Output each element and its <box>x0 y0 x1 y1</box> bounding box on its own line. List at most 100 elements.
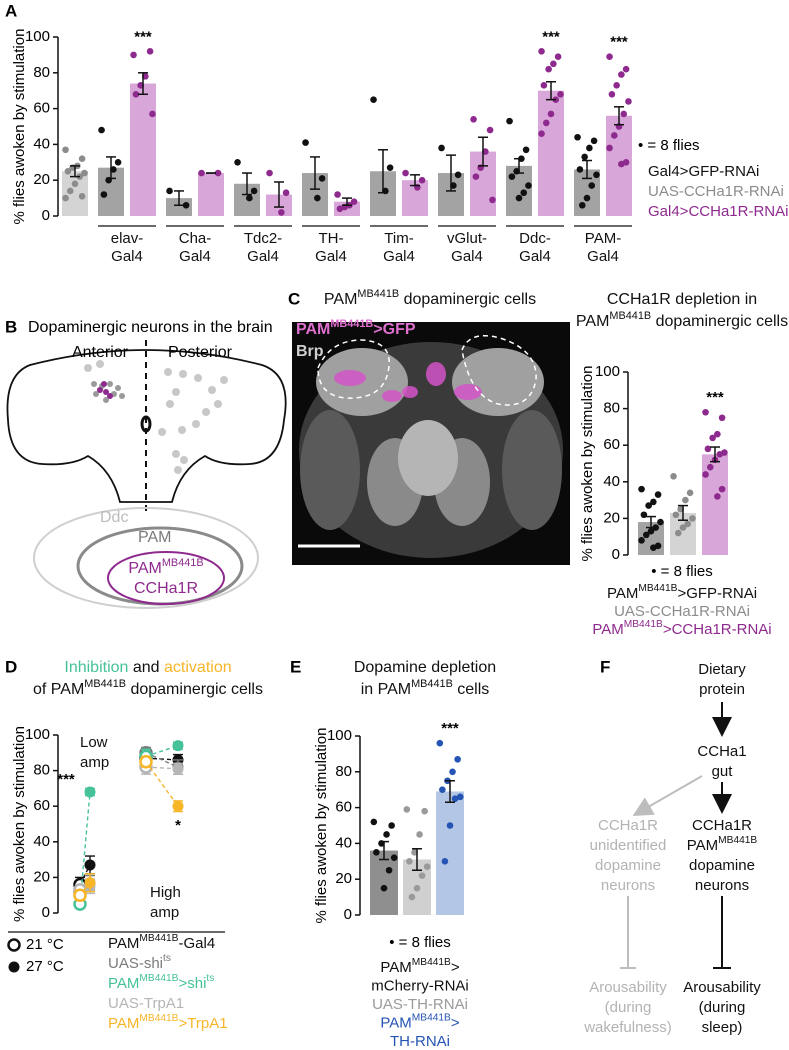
text-segment: UAS-shi <box>108 955 163 972</box>
legend-label: UAS-CCHa1R-RNAi <box>614 603 750 620</box>
data-point <box>114 159 122 166</box>
flow-node: dopamine <box>689 857 755 874</box>
data-point <box>81 169 88 177</box>
data-point <box>214 169 222 177</box>
flow-node: neurons <box>695 877 749 894</box>
chart-title: Inhibition and activation <box>64 659 231 676</box>
text-segment: PAM <box>687 837 718 854</box>
data-point <box>390 854 398 862</box>
data-point <box>622 65 630 73</box>
bar <box>198 173 224 216</box>
text-segment: PAM <box>380 959 411 976</box>
data-point <box>451 795 459 802</box>
data-point <box>149 110 156 118</box>
data-point <box>654 491 662 498</box>
data-point <box>576 166 584 173</box>
data-point <box>606 144 613 152</box>
y-tick-label: 100 <box>25 726 50 743</box>
chart-title: Dopamine depletion <box>354 659 496 676</box>
data-point <box>421 807 428 815</box>
data-point <box>250 187 258 195</box>
legend-label: Gal4>CCHa1R-RNAi <box>648 203 788 220</box>
data-point <box>618 160 625 168</box>
x-tick-label: Gal4 <box>587 248 619 265</box>
data-point <box>613 82 620 89</box>
y-tick-label: 60 <box>33 100 50 117</box>
data-point <box>545 65 552 73</box>
data-point <box>640 511 648 519</box>
data-point <box>336 205 344 213</box>
data-point <box>672 511 680 519</box>
superscript: MB441B <box>609 310 651 322</box>
superscript: MB441B <box>162 557 204 569</box>
data-point <box>638 537 645 544</box>
data-point <box>704 445 712 453</box>
text-segment: PAM <box>607 585 638 602</box>
data-point <box>302 139 309 146</box>
flow-node: wakefulness) <box>583 1019 672 1036</box>
data-point <box>489 196 496 204</box>
data-point <box>702 408 709 416</box>
y-axis-label: % flies awoken by stimulation <box>313 728 330 924</box>
y-tick-label: 0 <box>612 546 620 563</box>
x-tick-label: Gal4 <box>519 248 551 265</box>
x-tick-label: Cha- <box>179 230 212 247</box>
text-segment: PAM <box>108 935 139 952</box>
data-point <box>583 194 591 202</box>
data-point <box>714 430 721 438</box>
dot-note: • = 8 flies <box>651 563 713 580</box>
significance: *** <box>134 28 152 45</box>
y-tick-label: 80 <box>33 762 50 779</box>
y-tick-label: 60 <box>33 797 50 814</box>
data-point <box>246 194 253 202</box>
chart-title: in PAMMB441B cells <box>361 678 490 698</box>
data-point <box>610 132 618 139</box>
data-point <box>638 485 645 493</box>
superscript: MB441B <box>139 973 178 984</box>
data-point <box>682 496 689 504</box>
text-segment: >shi <box>178 975 206 992</box>
y-tick-label: 20 <box>33 171 50 188</box>
flow-node: PAMMB441B <box>687 835 758 854</box>
flow-node: (during <box>699 999 746 1016</box>
data-point <box>408 893 416 901</box>
data-point <box>139 754 153 769</box>
data-point <box>454 755 461 763</box>
superscript: MB441B <box>84 678 126 690</box>
y-tick-label: 60 <box>603 436 620 453</box>
data-point <box>416 831 423 838</box>
data-point <box>520 189 528 197</box>
data-point <box>166 187 173 195</box>
data-point <box>449 768 456 776</box>
x-tick-label: Gal4 <box>247 248 279 265</box>
data-point <box>84 877 96 889</box>
flow-node: Dietary <box>698 661 746 678</box>
legend-label: mCherry-RNAi <box>371 977 469 994</box>
connector <box>145 766 179 770</box>
x-tick-label: Gal4 <box>315 248 347 265</box>
data-point <box>266 169 273 177</box>
data-point <box>418 176 426 184</box>
data-point <box>314 194 321 202</box>
data-point <box>522 146 530 154</box>
bar <box>702 454 728 555</box>
text-segment: dopaminergic cells <box>651 313 788 330</box>
text-segment: > <box>451 1014 460 1031</box>
y-tick-label: 100 <box>25 28 50 45</box>
data-point <box>550 60 557 68</box>
data-point <box>403 806 411 813</box>
data-point <box>198 169 205 177</box>
bar <box>370 850 398 915</box>
superscript: MB441B <box>624 619 663 630</box>
data-point <box>73 888 87 902</box>
panel-letter: C <box>288 289 300 308</box>
data-point <box>386 164 394 171</box>
data-point <box>684 520 692 528</box>
channel-label: PAMMB441B>GFP <box>296 318 416 338</box>
data-point <box>172 740 184 752</box>
text-segment: in PAM <box>361 681 411 698</box>
data-point <box>486 126 494 134</box>
data-point <box>645 502 652 509</box>
data-point <box>146 48 154 55</box>
data-point <box>574 133 581 141</box>
